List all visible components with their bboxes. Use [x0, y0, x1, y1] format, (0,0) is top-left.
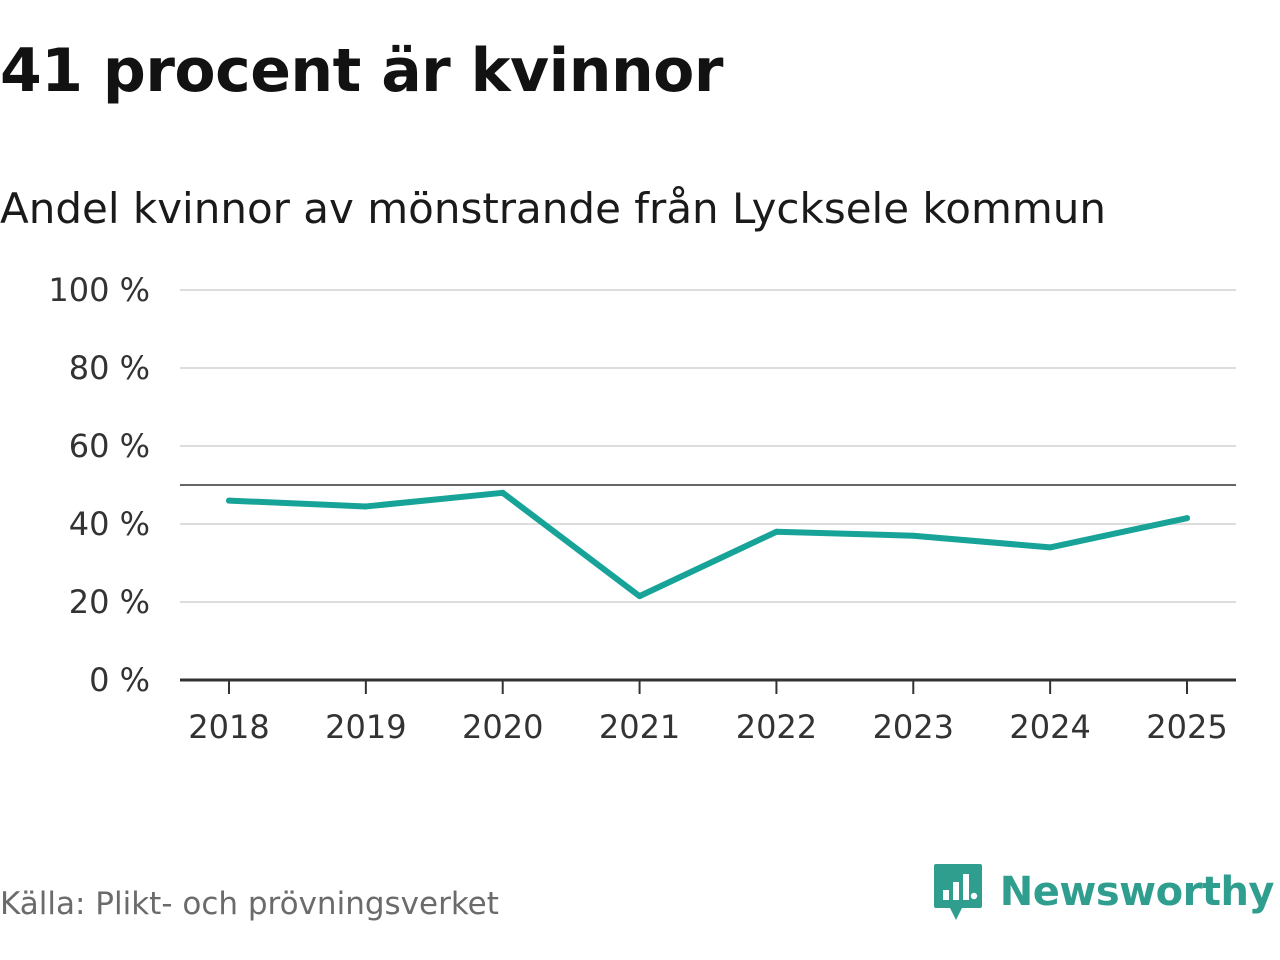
data-point — [910, 532, 917, 539]
x-tick-label: 2020 — [462, 708, 543, 746]
chart-title: 41 procent är kvinnor — [0, 36, 723, 106]
y-tick-label: 40 % — [69, 505, 150, 543]
x-tick-label: 2022 — [736, 708, 817, 746]
chart-subtitle: Andel kvinnor av mönstrande från Lycksel… — [0, 184, 1107, 233]
data-point — [636, 593, 643, 600]
x-tick-label: 2021 — [599, 708, 680, 746]
grid-lines — [180, 289, 1236, 603]
x-tick-label: 2019 — [325, 708, 406, 746]
newsworthy-logo-icon — [933, 864, 982, 920]
data-point — [362, 503, 369, 510]
x-tick-label: 2018 — [188, 708, 269, 746]
brand[interactable]: Newsworthy — [932, 862, 1275, 922]
x-tick-label: 2025 — [1146, 708, 1227, 746]
y-axis-ticks: 0 % 20 % 40 % 60 % 80 % 100 % — [48, 271, 150, 699]
y-tick-label: 20 % — [69, 583, 150, 621]
y-tick-label: 60 % — [69, 427, 150, 465]
data-point — [1047, 544, 1054, 551]
data-point — [499, 489, 506, 496]
y-tick-label: 100 % — [48, 271, 150, 309]
data-point — [1184, 515, 1190, 522]
series-lines — [226, 489, 1190, 600]
x-tick-label: 2023 — [873, 708, 954, 746]
y-tick-label: 0 % — [89, 661, 150, 699]
data-point — [226, 497, 232, 504]
x-tick-label: 2024 — [1009, 708, 1090, 746]
y-tick-label: 80 % — [69, 349, 150, 387]
data-point — [773, 528, 780, 535]
brand-name: Newsworthy — [999, 869, 1275, 915]
x-axis-ticks: 2018 2019 2020 2021 2022 2023 2024 2025 — [188, 680, 1228, 746]
source-note: Källa: Plikt- och prövningsverket — [0, 886, 499, 922]
series-line-0 — [226, 489, 1190, 600]
